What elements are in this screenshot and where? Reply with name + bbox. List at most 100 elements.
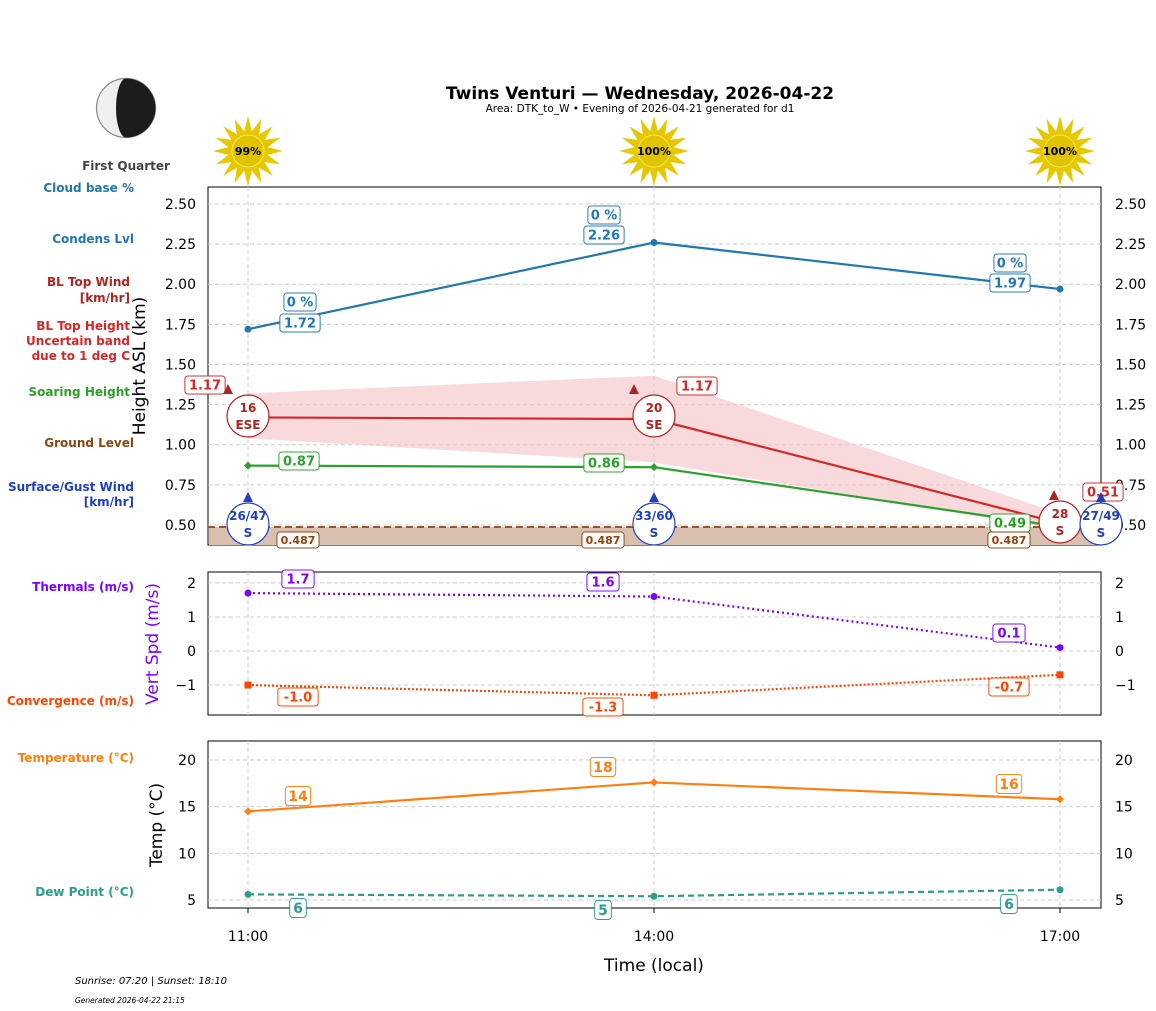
legend-surface-unit: [km/hr] xyxy=(84,495,134,509)
thermals-point xyxy=(1056,644,1064,652)
condens-label-box xyxy=(279,313,321,333)
y-tick-label-left: 2.00 xyxy=(165,277,196,293)
y-tick-label-right: 2.50 xyxy=(1115,197,1146,213)
dewpoint-point xyxy=(1056,886,1064,894)
convergence-label-box xyxy=(582,697,624,717)
ground-label: 0.487 xyxy=(281,534,316,547)
bl-wind-direction: ESE xyxy=(235,418,260,432)
y-tick-label-right: 20 xyxy=(1115,753,1133,769)
dewpoint-label-box xyxy=(1000,894,1018,914)
dewpoint-label: 5 xyxy=(598,903,608,919)
bl-wind-arrow-icon xyxy=(223,384,233,394)
dewpoint-label: 6 xyxy=(1004,897,1014,913)
bl-wind-direction: S xyxy=(1056,524,1065,538)
y-tick-label-left: 0.75 xyxy=(165,478,196,494)
thermals-point xyxy=(244,589,252,597)
convergence-label: -1.0 xyxy=(284,691,312,706)
bl-top-label: 0.51 xyxy=(1087,486,1119,501)
legend-bl-band-note: due to 1 deg C xyxy=(32,349,131,363)
dewpoint-point xyxy=(650,892,658,900)
thermals-point xyxy=(650,593,658,601)
moon-icon xyxy=(95,77,157,139)
ground-label: 0.487 xyxy=(992,534,1027,547)
legend-convergence: Convergence (m/s) xyxy=(7,694,134,708)
surface-wind-circle xyxy=(632,502,676,546)
bl-wind-speed: 16 xyxy=(240,401,257,415)
bl-top-label-box xyxy=(676,376,718,396)
y-tick-label-right: 0.50 xyxy=(1115,518,1146,534)
y-tick-label-right: 1.00 xyxy=(1115,438,1146,454)
ground-label: 0.487 xyxy=(586,534,621,547)
bl-uncertainty-band xyxy=(248,375,1060,530)
y-axis-label-temp: Temp (°C) xyxy=(147,783,167,868)
y-tick-label-right: 2.00 xyxy=(1115,277,1146,293)
legend-condens: Condens Lvl xyxy=(52,232,134,246)
convergence-label: -1.3 xyxy=(589,701,617,716)
cloud-percent-label-box xyxy=(283,292,317,312)
surface-wind-direction: S xyxy=(1097,526,1106,540)
surface-wind-direction: S xyxy=(650,526,659,540)
dewpoint-label-box xyxy=(289,898,307,918)
surface-wind-speed: 26/47 xyxy=(229,509,267,523)
y-tick-label-right: 1.75 xyxy=(1115,317,1146,333)
legend-soaring: Soaring Height xyxy=(29,385,131,399)
y-tick-label-right: 2.25 xyxy=(1115,237,1146,253)
surface-wind-arrow-icon xyxy=(243,492,253,502)
chart-title: Twins Venturi — Wednesday, 2026-04-22 xyxy=(446,84,834,104)
surface-wind-speed: 33/60 xyxy=(635,509,673,523)
legend-bl-height: BL Top Height xyxy=(36,319,130,333)
temperature-label: 16 xyxy=(999,777,1018,793)
soaring-label-box xyxy=(583,453,625,473)
condens-label: 1.72 xyxy=(284,317,316,332)
x-tick-label: 17:00 xyxy=(1040,929,1080,945)
temperature-label-box xyxy=(995,774,1023,794)
legend-ground: Ground Level xyxy=(44,436,134,450)
condens-point xyxy=(1056,285,1064,293)
dewpoint-line xyxy=(247,888,1061,898)
ground-label-box xyxy=(276,531,320,549)
cloud-percent-label-box xyxy=(993,253,1027,273)
sun-disc xyxy=(1043,134,1077,168)
y-tick-label-right: −1 xyxy=(1115,678,1136,694)
bl-wind-arrow-icon xyxy=(629,384,639,394)
surface-wind-circle xyxy=(1079,502,1123,546)
legend-temperature: Temperature (°C) xyxy=(18,751,134,765)
convergence-label: -0.7 xyxy=(995,681,1023,696)
x-tick-label: 14:00 xyxy=(634,929,674,945)
y-tick-label-left: −1 xyxy=(175,678,196,694)
y-tick-label-right: 2 xyxy=(1115,576,1124,592)
temperature-label: 14 xyxy=(288,789,308,805)
y-tick-label-left: 1.75 xyxy=(165,317,196,333)
plot-area-2 xyxy=(207,740,1102,909)
soaring-label: 0.49 xyxy=(994,517,1026,532)
cloud-percent-label: 0 % xyxy=(997,257,1024,272)
y-tick-label-left: 15 xyxy=(178,800,196,816)
soaring-point xyxy=(650,463,658,472)
chart-subtitle: Area: DTK_to_W • Evening of 2026-04-21 g… xyxy=(486,103,795,115)
temperature-label-box xyxy=(589,757,617,777)
legend-bl-wind-unit: [km/hr] xyxy=(80,291,130,305)
cloud-percent-label: 0 % xyxy=(591,209,618,224)
convergence-label-box xyxy=(277,687,319,707)
legend-cloud-base: Cloud base % xyxy=(43,181,134,195)
y-tick-label-left: 10 xyxy=(178,846,196,862)
surface-wind-speed: 27/49 xyxy=(1082,509,1120,523)
legend-surface: Surface/Gust Wind xyxy=(8,480,134,494)
generated-time: Generated 2026-04-22 21:15 xyxy=(75,996,185,1005)
sun-percent: 100% xyxy=(637,145,671,158)
temperature-label-box xyxy=(284,786,312,806)
cloud-percent-label: 0 % xyxy=(287,296,314,311)
sun-percent: 100% xyxy=(1043,145,1077,158)
surface-wind-circle xyxy=(226,502,270,546)
temperature-label: 18 xyxy=(593,760,612,776)
sun-disc xyxy=(231,134,265,168)
x-tick-label: 11:00 xyxy=(228,929,268,945)
condens-label-box xyxy=(989,273,1031,293)
y-tick-label-left: 0.50 xyxy=(165,518,196,534)
ground-label-box xyxy=(987,531,1031,549)
soaring-label: 0.87 xyxy=(283,455,315,470)
bl-wind-circle xyxy=(226,394,270,438)
soaring-point xyxy=(244,461,252,470)
thermals-label: 1.6 xyxy=(591,576,614,591)
y-tick-label-right: 10 xyxy=(1115,846,1133,862)
